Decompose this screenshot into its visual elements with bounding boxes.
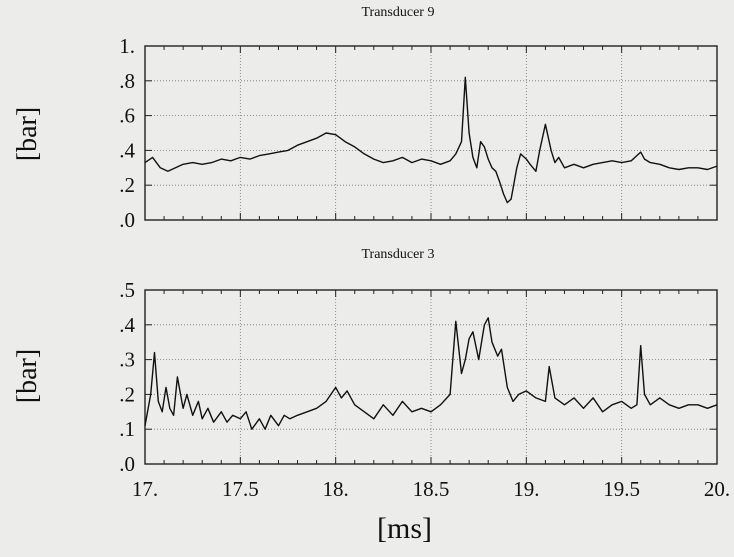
- chart-title-transducer-3: Transducer 3: [361, 247, 435, 262]
- y-tick-label: .2: [119, 382, 135, 406]
- y-axis-label-top: [bar]: [12, 106, 43, 162]
- series-line: [144, 76, 718, 204]
- x-tick-label: 19.5: [603, 477, 640, 501]
- x-axis-label: [ms]: [377, 512, 432, 545]
- y-tick-label: .1: [119, 417, 135, 441]
- y-tick-label: 1.: [119, 34, 135, 58]
- y-tick-label: .2: [119, 173, 135, 197]
- series-line: [144, 317, 718, 430]
- x-tick-label: 18.5: [413, 477, 450, 501]
- x-tick-label: 17.: [132, 477, 158, 501]
- y-tick-label: .3: [119, 348, 135, 372]
- x-tick-label: 18.: [323, 477, 349, 501]
- chart-title-transducer-9: Transducer 9: [361, 5, 435, 20]
- y-tick-label: .4: [119, 313, 135, 337]
- y-tick-label: .6: [119, 104, 135, 128]
- x-tick-label: 20.: [704, 477, 730, 501]
- y-tick-label: .5: [119, 278, 135, 302]
- y-tick-label: .8: [119, 69, 135, 93]
- y-tick-label: .4: [119, 138, 135, 162]
- y-axis-label-bottom: [bar]: [12, 348, 43, 404]
- x-tick-label: 19.: [513, 477, 539, 501]
- y-tick-label: .0: [119, 208, 135, 232]
- y-tick-label: .0: [119, 452, 135, 476]
- x-tick-label: 17.5: [222, 477, 259, 501]
